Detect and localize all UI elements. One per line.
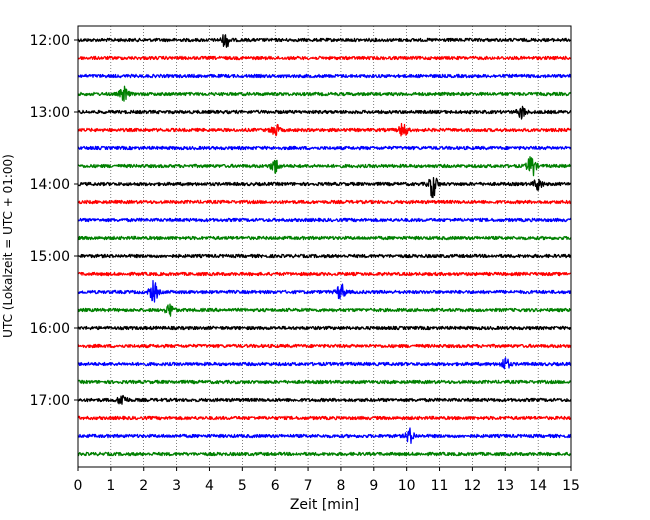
trace-5	[77, 122, 572, 137]
trace-10	[77, 217, 572, 223]
trace-11	[77, 235, 572, 241]
trace-14	[77, 280, 572, 303]
trace-19	[77, 379, 572, 385]
trace-15	[77, 303, 572, 317]
y-tick-label-2: 14:00	[30, 177, 70, 193]
trace-6	[77, 145, 572, 151]
y-axis-ticks: 12:00 13:00 14:00 15:00 16:00 17:00	[30, 33, 78, 409]
x-tick-label-4: 4	[205, 478, 214, 494]
x-tick-label-9: 9	[369, 478, 378, 494]
trace-0	[77, 34, 572, 48]
y-tick-label-5: 17:00	[30, 393, 70, 409]
plot-frame	[77, 25, 572, 468]
x-tick-label-8: 8	[336, 478, 345, 494]
trace-23	[77, 451, 572, 457]
x-tick-label-10: 10	[398, 478, 416, 494]
x-tick-label-13: 13	[496, 478, 514, 494]
y-tick-label-1: 13:00	[30, 105, 70, 121]
trace-3	[77, 85, 572, 102]
y-tick-label-3: 15:00	[30, 249, 70, 265]
trace-2	[77, 73, 572, 79]
x-tick-label-6: 6	[271, 478, 280, 494]
trace-16	[77, 325, 572, 331]
trace-22	[77, 427, 572, 445]
x-tick-label-3: 3	[172, 478, 181, 494]
x-tick-label-11: 11	[431, 478, 449, 494]
x-tick-label-15: 15	[562, 478, 580, 494]
x-tick-label-7: 7	[304, 478, 313, 494]
trace-8	[77, 177, 572, 199]
trace-17	[77, 343, 572, 349]
trace-18	[77, 357, 572, 370]
y-tick-label-0: 12:00	[30, 33, 70, 49]
trace-21	[77, 415, 572, 421]
trace-12	[77, 253, 572, 259]
trace-9	[77, 199, 572, 205]
x-axis-label: Zeit [min]	[290, 497, 359, 513]
trace-1	[77, 55, 572, 61]
y-tick-label-4: 16:00	[30, 321, 70, 337]
x-tick-label-5: 5	[238, 478, 247, 494]
x-tick-label-1: 1	[106, 478, 115, 494]
seismic-traces	[77, 34, 572, 457]
x-tick-label-12: 12	[463, 478, 481, 494]
x-tick-label-0: 0	[74, 478, 83, 494]
trace-7	[77, 156, 572, 177]
trace-4	[77, 105, 572, 120]
trace-20	[77, 394, 572, 405]
x-axis-ticks: 0 1 2 3 4 5 6 7 8 9 10 11 12 13 14 15	[74, 467, 580, 494]
trace-13	[77, 271, 572, 277]
y-axis-label: UTC (Lokalzeit = UTC + 01:00)	[1, 154, 15, 338]
x-tick-label-2: 2	[139, 478, 148, 494]
x-tick-label-14: 14	[529, 478, 547, 494]
